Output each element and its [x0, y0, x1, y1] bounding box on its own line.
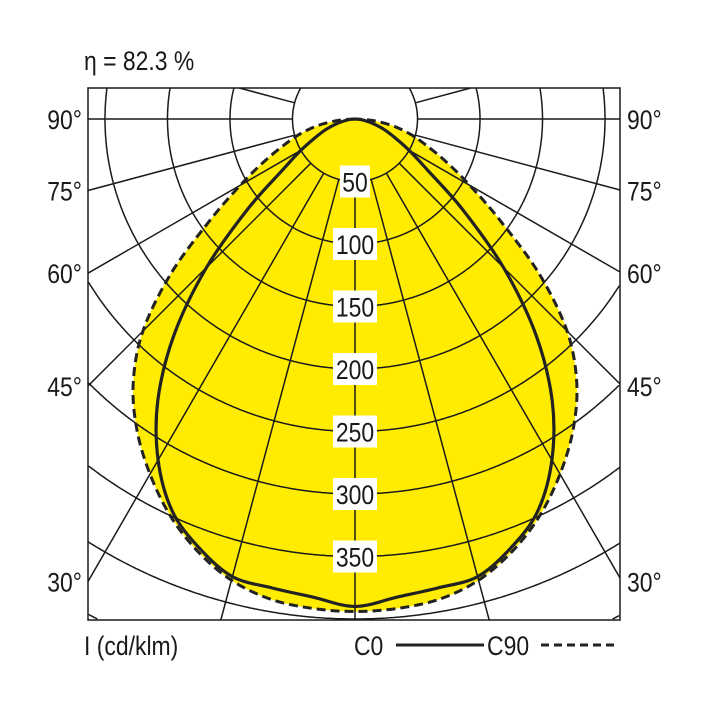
radial-tick-label-350: 350 — [336, 543, 374, 573]
radial-tick-label-300: 300 — [336, 480, 374, 510]
radial-line--105 — [239, 87, 295, 104]
radial-tick-bg-200 — [333, 353, 377, 385]
radial-line--15 — [220, 179, 340, 621]
legend-label-c0: C0 — [354, 631, 383, 661]
angle-tick-right-90: 90° — [627, 105, 662, 135]
radial-line-30 — [385, 172, 621, 579]
chart-title: η = 82.3 % — [84, 46, 194, 76]
radial-tick-label-150: 150 — [336, 293, 374, 323]
angle-tick-right-60: 60° — [627, 259, 662, 289]
ring-200 — [104, 88, 606, 370]
radial-tick-bg-100 — [333, 228, 377, 260]
ring-300 — [88, 382, 620, 495]
c0-curve — [154, 117, 556, 609]
angle-tick-right-30: 30° — [627, 568, 662, 598]
angle-tick-left-90: 90° — [47, 105, 82, 135]
ring-450 — [88, 613, 620, 620]
ring-350 — [88, 465, 621, 558]
ring-250 — [87, 281, 620, 433]
radial-tick-bg-150 — [333, 290, 377, 323]
radial-tick-bg-250 — [333, 415, 377, 448]
radial-tick-bg-300 — [333, 478, 377, 510]
radial-line--75 — [87, 134, 295, 192]
angle-tick-left-60: 60° — [47, 259, 82, 289]
ring-150 — [166, 87, 544, 308]
radial-tick-label-100: 100 — [336, 230, 374, 260]
angle-tick-right-75: 75° — [627, 177, 662, 207]
radial-line-15 — [370, 179, 490, 621]
radial-line--60 — [87, 149, 302, 274]
angle-tick-left-75: 75° — [47, 177, 82, 207]
radial-line-105 — [415, 87, 471, 104]
radial-line--30 — [87, 172, 325, 582]
plot-frame — [87, 87, 621, 621]
unit-label: I (cd/klm) — [84, 631, 178, 661]
legend: C0 C90 — [354, 631, 618, 661]
ring-100 — [229, 88, 481, 245]
radial-line-75 — [415, 134, 621, 191]
radial-line-45 — [398, 162, 621, 385]
angle-tick-left-30: 30° — [47, 568, 82, 598]
radial-line--45 — [87, 162, 312, 387]
radial-tick-label-50: 50 — [342, 168, 368, 198]
angle-tick-right-45: 45° — [627, 372, 662, 402]
radial-tick-bg-350 — [333, 540, 377, 573]
radial-line-60 — [408, 149, 621, 273]
radial-tick-label-200: 200 — [336, 355, 374, 385]
radial-tick-bg-50 — [340, 165, 370, 198]
legend-label-c90: C90 — [487, 631, 529, 661]
angle-tick-left-45: 45° — [47, 372, 82, 402]
ring-400 — [87, 541, 621, 620]
radial-tick-label-250: 250 — [336, 418, 374, 448]
